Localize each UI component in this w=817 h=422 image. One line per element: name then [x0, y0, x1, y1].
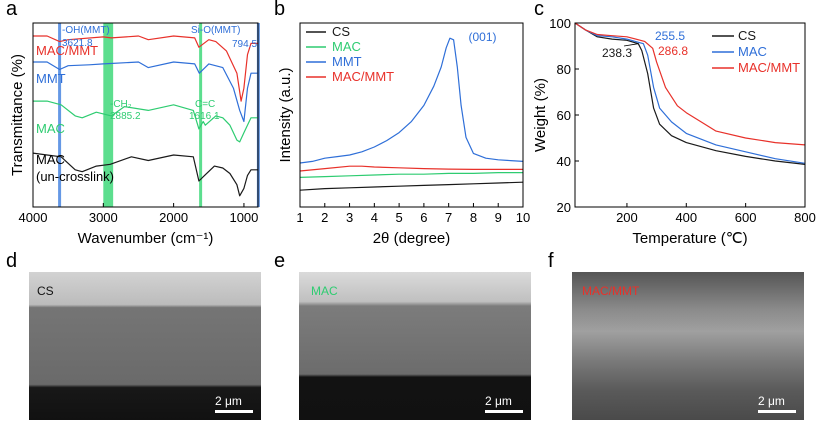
- legend-label: MAC: [738, 44, 767, 59]
- a-xtick-label: 1000: [229, 210, 258, 225]
- b-xtick-label: 1: [296, 210, 303, 225]
- a-xtick-label: 2000: [159, 210, 188, 225]
- panel-label-a: a: [6, 0, 18, 20]
- x-axis-label-b: 2θ (degree): [373, 230, 451, 247]
- y-axis-label-b: Intensity (a.u.): [277, 67, 294, 162]
- c-ytick-label: 80: [557, 62, 571, 77]
- series-line-mac: [574, 22, 806, 164]
- scale-bar: [215, 410, 253, 413]
- series-line-mac-un-crosslink-: [32, 152, 258, 197]
- band-marker: [58, 23, 62, 207]
- onset-annotation: 286.8: [658, 44, 688, 58]
- panel-label-d: d: [6, 250, 18, 272]
- legend-label: MAC: [332, 39, 361, 54]
- series-label: MMT: [36, 71, 66, 86]
- panel-label-c: c: [534, 0, 544, 20]
- scale-bar-label: 2 μm: [215, 394, 242, 408]
- scale-bar-label: 2 μm: [485, 394, 512, 408]
- sem-image-cs: CS 2 μm: [29, 272, 261, 420]
- a-xtick-label: 3000: [89, 210, 118, 225]
- b-xtick-label: 8: [470, 210, 477, 225]
- legend-label: MMT: [332, 54, 362, 69]
- y-axis-label-a: Transmittance (%): [9, 54, 26, 176]
- c-xtick-label: 200: [616, 210, 638, 225]
- panel-label-e: e: [274, 250, 286, 272]
- peak-annotation: (001): [468, 30, 496, 44]
- plot-frame-b: [299, 22, 524, 208]
- series-line-mmt: [33, 61, 258, 123]
- sem-label-mac: MAC: [311, 284, 338, 298]
- legend-label: CS: [738, 28, 756, 43]
- sem-image-mac-mmt: MAC/MMT 2 μm: [572, 272, 804, 420]
- b-xtick-label: 4: [371, 210, 378, 225]
- series-label: (un-crosslink): [36, 169, 114, 184]
- series-line-mmt: [299, 37, 524, 164]
- scale-bar: [758, 410, 796, 413]
- peak-annotation: Si-O(MMT): [191, 25, 240, 36]
- b-xtick-label: 2: [321, 210, 328, 225]
- c-ytick-label: 100: [549, 16, 571, 31]
- b-xtick-label: 3: [346, 210, 353, 225]
- c-ytick-label: 40: [557, 154, 571, 169]
- c-ytick-label: 20: [557, 200, 571, 215]
- annotation-leader: [623, 43, 639, 47]
- onset-annotation: 238.3: [602, 46, 632, 60]
- series-label: MAC/MMT: [36, 43, 98, 58]
- onset-annotation: 255.5: [655, 29, 685, 43]
- legend-label: CS: [332, 24, 350, 39]
- peak-annotation: 2885.2: [110, 111, 141, 122]
- panel-label-f: f: [548, 250, 554, 272]
- sem-label-cs: CS: [37, 284, 54, 298]
- series-line-mac-mmt: [574, 22, 806, 146]
- series-label: MAC: [36, 121, 65, 136]
- peak-annotation: C=C: [195, 99, 215, 110]
- peak-annotation: 1616.1: [189, 111, 220, 122]
- scale-bar-label: 2 μm: [758, 394, 785, 408]
- a-xtick-label: 4000: [19, 210, 48, 225]
- y-axis-label-c: Weight (%): [532, 78, 549, 152]
- c-xtick-label: 400: [675, 210, 697, 225]
- series-line-mac-mmt: [33, 35, 258, 102]
- series-label: MAC: [36, 152, 65, 167]
- plot-frame-a: [32, 22, 259, 208]
- c-xtick-label: 800: [794, 210, 816, 225]
- series-line-mac-mmt: [299, 165, 523, 172]
- peak-annotation: 794.5: [232, 39, 257, 50]
- peak-annotation: 3621.8: [62, 38, 93, 49]
- b-xtick-label: 7: [445, 210, 452, 225]
- c-xtick-label: 600: [735, 210, 757, 225]
- band-marker: [199, 23, 203, 207]
- sem-label-mac-mmt: MAC/MMT: [582, 284, 640, 298]
- legend-label: MAC/MMT: [332, 69, 394, 84]
- series-line-cs: [299, 181, 524, 191]
- series-line-mac: [33, 100, 258, 143]
- peak-annotation: -OH(MMT): [62, 25, 110, 36]
- c-ytick-label: 60: [557, 108, 571, 123]
- series-line-mac: [299, 172, 523, 178]
- legend-label: MAC/MMT: [738, 60, 800, 75]
- sem-image-mac: MAC 2 μm: [299, 272, 531, 420]
- x-axis-label-c: Temperature (℃): [632, 230, 747, 247]
- peak-annotation: -CH₂: [110, 99, 132, 110]
- panel-label-b: b: [274, 0, 286, 20]
- b-xtick-label: 6: [420, 210, 427, 225]
- b-xtick-label: 10: [516, 210, 530, 225]
- b-xtick-label: 5: [395, 210, 402, 225]
- x-axis-label-a: Wavenumber (cm⁻¹): [78, 230, 214, 247]
- scale-bar: [485, 410, 523, 413]
- b-xtick-label: 9: [495, 210, 502, 225]
- series-line-cs: [574, 22, 806, 165]
